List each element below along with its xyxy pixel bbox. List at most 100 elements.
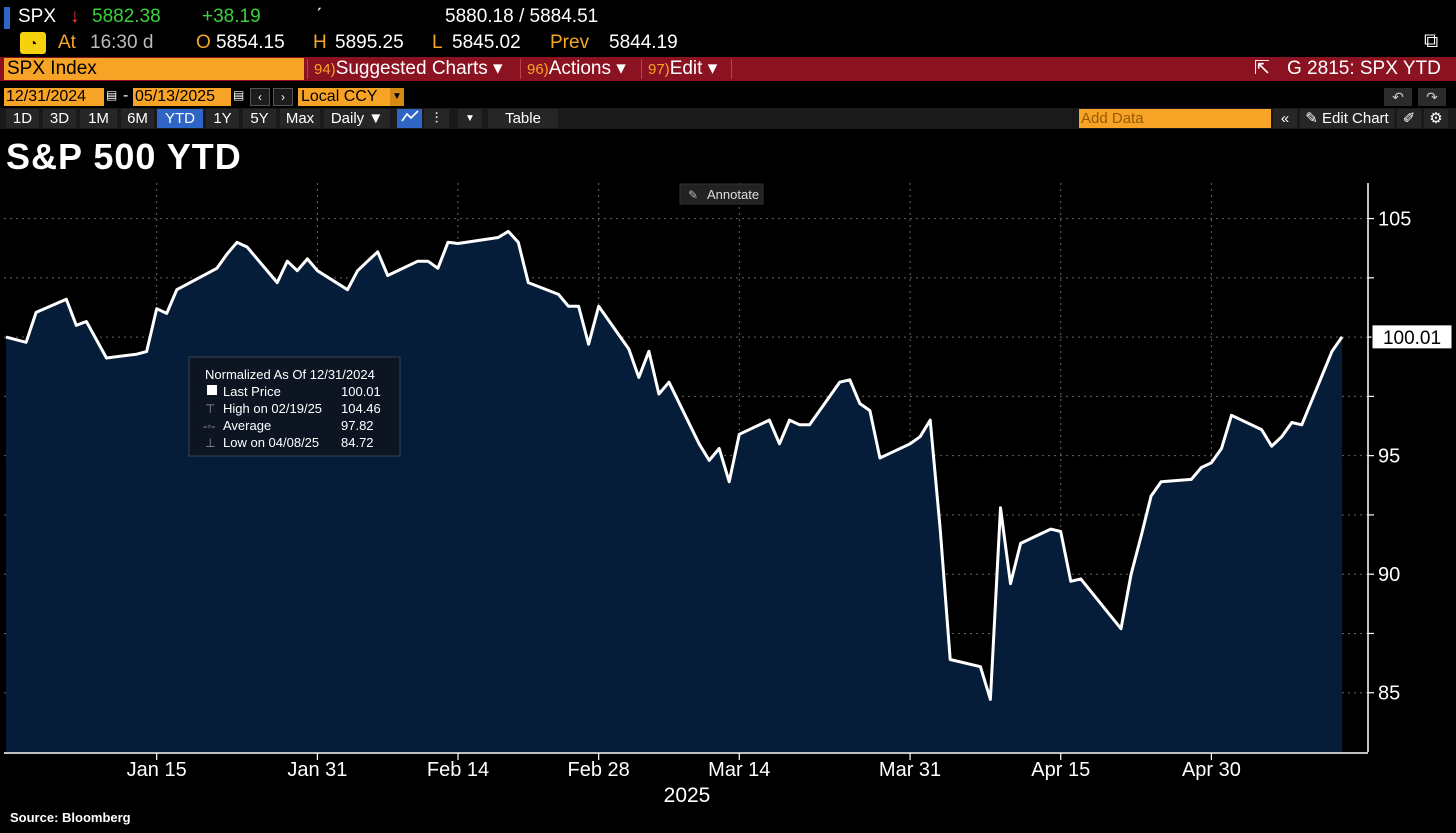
date-range-bar: 12/31/2024 ▤ - 05/13/2025 ▤ ‹ › Local CC… [0, 87, 1456, 107]
x-tick-label: Feb 14 [427, 759, 489, 781]
legend-box[interactable]: Normalized As Of 12/31/2024 Last Price 1… [188, 356, 401, 457]
low-value: 5845.02 [452, 32, 521, 53]
security-color-marker [4, 7, 10, 29]
period-3d[interactable]: 3D [43, 109, 76, 128]
chart-type-dropdown-icon[interactable]: ▼ [458, 109, 482, 128]
date-dash: - [123, 87, 129, 104]
prev-period-button[interactable]: ‹ [250, 88, 270, 106]
chart-title: S&P 500 YTD [6, 136, 242, 177]
x-tick-label: Mar 14 [708, 759, 770, 781]
last-value-label: 100.01 [1383, 328, 1441, 349]
line-chart-icon[interactable] [397, 109, 422, 128]
chevron-down-icon: ▼ [390, 88, 404, 106]
x-tick-label: Jan 15 [127, 759, 187, 781]
legend-label: Last Price [223, 384, 281, 399]
area-fill [6, 231, 1342, 752]
period-ytd[interactable]: YTD [157, 109, 203, 128]
average-marker-icon: -◦- [203, 419, 215, 433]
chart-toolbar: 1D 3D 1M 6M YTD 1Y 5Y Max Daily ▼ ⫶ ▼ Ta… [0, 108, 1456, 129]
legend-value: 97.82 [341, 418, 374, 433]
y-tick-label: 85 [1378, 683, 1400, 705]
quote-line: SPX ↓ 5882.38 +38.19 ˊ 5880.18 / 5884.51 [0, 4, 1456, 30]
legend-title: Normalized As Of 12/31/2024 [205, 367, 375, 382]
y-axis: 859095100105 [1367, 183, 1411, 752]
price-line [5, 229, 1344, 701]
redo-icon[interactable]: ↷ [1418, 88, 1446, 106]
period-1m[interactable]: 1M [80, 109, 117, 128]
high-marker-icon: ⊤ [205, 402, 215, 416]
suggested-charts-menu[interactable]: 94)Suggested Charts ▾ [314, 58, 503, 79]
legend-label: High on 02/19/25 [223, 401, 322, 416]
frequency-select[interactable]: Daily ▼ [324, 109, 390, 128]
high-label: H [313, 32, 327, 53]
add-data-input[interactable]: Add Data [1079, 109, 1271, 128]
annotate-button[interactable]: ✎ Annotate [679, 183, 764, 205]
gear-icon[interactable]: ⚙ [1424, 109, 1448, 128]
x-tick-label: Apr 15 [1031, 759, 1090, 781]
down-arrow-icon: ↓ [70, 6, 80, 27]
last-value-tag: 100.01 [1371, 324, 1453, 350]
legend-value: 84.72 [341, 435, 374, 450]
at-label: At [58, 32, 76, 53]
period-1y[interactable]: 1Y [206, 109, 239, 128]
undo-icon[interactable]: ↶ [1384, 88, 1412, 106]
tick-indicator: ˊ [316, 6, 323, 27]
ohlc-line: ◔ At 16:30 d O 5854.15 H 5895.25 L 5845.… [0, 30, 1456, 56]
bar-chart-icon[interactable]: ⫶ [424, 109, 449, 128]
y-tick-label: 105 [1378, 209, 1411, 231]
x-tick-label: Feb 28 [568, 759, 630, 781]
legend-value: 104.46 [341, 401, 381, 416]
y-tick-label: 95 [1378, 446, 1400, 468]
low-marker-icon: ⊥ [205, 436, 215, 450]
legend-label: Average [223, 418, 271, 433]
quote-time: 16:30 d [90, 32, 154, 53]
actions-menu[interactable]: 96)Actions ▾ [527, 58, 626, 79]
high-value: 5895.25 [335, 32, 404, 53]
bid-ask: 5880.18 / 5884.51 [445, 6, 599, 27]
x-axis: Jan 15 Jan 31 Feb 14 Feb 28 Mar 14 Mar 31 Apr … [4, 752, 1368, 781]
currency-select[interactable]: Local CCY ▼ [298, 88, 404, 106]
collapse-icon[interactable]: « [1273, 109, 1297, 128]
next-period-button[interactable]: › [273, 88, 293, 106]
legend-label: Low on 04/08/25 [223, 435, 319, 450]
period-5y[interactable]: 5Y [243, 109, 276, 128]
x-tick-label: Mar 31 [879, 759, 941, 781]
function-title: G 2815: SPX YTD [1287, 58, 1441, 79]
last-value-box [1371, 324, 1453, 350]
resize-icon[interactable]: ⧉ [1424, 30, 1439, 52]
prev-value: 5844.19 [609, 32, 678, 53]
end-date-input[interactable]: 05/13/2025 [133, 88, 231, 106]
period-1d[interactable]: 1D [6, 109, 39, 128]
open-label: O [196, 32, 211, 53]
prev-label: Prev [550, 32, 590, 53]
legend-value: 100.01 [341, 384, 381, 399]
security-field[interactable]: SPX Index [4, 58, 304, 80]
annotate-label: Annotate [707, 187, 759, 202]
ticker[interactable]: SPX [18, 6, 57, 27]
legend-swatch [207, 385, 217, 395]
edit-menu[interactable]: 97)Edit ▾ [648, 58, 718, 79]
export-icon[interactable]: ⇱ [1254, 58, 1270, 79]
calendar-icon[interactable]: ▤ [233, 88, 245, 102]
open-value: 5854.15 [216, 32, 285, 53]
x-tick-label: Apr 30 [1182, 759, 1241, 781]
period-6m[interactable]: 6M [121, 109, 154, 128]
start-date-input[interactable]: 12/31/2024 [4, 88, 104, 106]
table-button[interactable]: Table [488, 109, 558, 128]
calendar-icon[interactable]: ▤ [106, 88, 118, 102]
x-tick-label: Jan 31 [287, 759, 347, 781]
last-price: 5882.38 [92, 6, 161, 27]
edit-settings-icon[interactable]: ✐ [1397, 109, 1421, 128]
pencil-icon: ✎ [1305, 110, 1318, 127]
y-tick-label: 90 [1378, 564, 1400, 586]
price-change: +38.19 [202, 6, 261, 27]
menu-bar: SPX Index 94)Suggested Charts ▾ 96)Actio… [0, 57, 1456, 81]
source-note: Source: Bloomberg [10, 810, 131, 825]
speedometer-icon[interactable]: ◔ [20, 32, 46, 54]
period-max[interactable]: Max [280, 109, 320, 128]
low-label: L [432, 32, 443, 53]
pencil-icon: ✎ [688, 188, 698, 202]
edit-chart-button[interactable]: ✎ Edit Chart [1300, 109, 1394, 128]
x-axis-label: 2025 [664, 784, 711, 807]
